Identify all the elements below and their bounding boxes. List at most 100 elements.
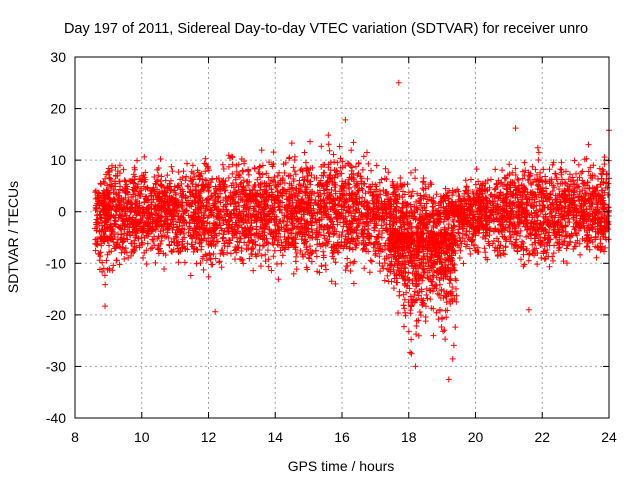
data-point [306, 243, 313, 250]
data-point [538, 197, 545, 204]
data-point [585, 141, 592, 148]
data-point [262, 251, 269, 258]
data-point [322, 262, 329, 269]
data-point [416, 309, 423, 316]
data-point [188, 168, 195, 175]
data-point [604, 191, 611, 198]
data-point [519, 175, 526, 182]
data-point [430, 332, 437, 339]
data-point [326, 147, 333, 154]
data-point [601, 154, 608, 161]
data-point [161, 265, 168, 272]
data-point [407, 169, 414, 176]
data-point [128, 240, 135, 247]
data-point [368, 167, 375, 174]
data-point [209, 175, 216, 182]
data-point [268, 267, 275, 274]
data-point [575, 161, 582, 168]
data-point [487, 176, 494, 183]
data-point [325, 141, 332, 148]
data-point [346, 244, 353, 251]
data-point [532, 166, 539, 173]
data-point [361, 265, 368, 272]
data-point [499, 167, 506, 174]
data-point [183, 173, 190, 180]
data-point [408, 350, 415, 357]
data-point [201, 160, 208, 167]
data-point [106, 175, 113, 182]
data-point [270, 253, 277, 260]
data-point [225, 174, 232, 181]
data-point [132, 234, 139, 241]
data-point [93, 241, 100, 248]
data-point [462, 177, 469, 184]
data-point [101, 272, 108, 279]
data-point [151, 173, 158, 180]
data-point [370, 244, 377, 251]
data-point [318, 143, 325, 150]
data-point [290, 164, 297, 171]
data-point [506, 161, 513, 168]
data-point [122, 245, 129, 252]
data-point [344, 160, 351, 167]
data-point [535, 156, 542, 163]
data-point [364, 175, 371, 182]
data-point [106, 242, 113, 249]
data-point [301, 149, 308, 156]
data-point [307, 138, 314, 145]
data-point [382, 165, 389, 172]
data-point [355, 160, 362, 167]
data-point [164, 172, 171, 179]
data-point [381, 277, 388, 284]
data-point [566, 219, 573, 226]
data-point [288, 140, 295, 147]
data-point [493, 235, 500, 242]
data-point [193, 260, 200, 267]
data-point [482, 249, 489, 256]
data-point [412, 167, 419, 174]
data-point [169, 227, 176, 234]
data-point [455, 217, 462, 224]
data-point [102, 281, 109, 288]
data-point [563, 260, 570, 267]
data-point [219, 161, 226, 168]
data-point [352, 163, 359, 170]
data-point [330, 151, 337, 158]
data-point [534, 213, 541, 220]
data-point [599, 171, 606, 178]
data-point [290, 178, 297, 185]
data-point [257, 263, 264, 270]
data-point [205, 188, 212, 195]
data-point [467, 250, 474, 257]
data-point [492, 185, 499, 192]
data-point [583, 243, 590, 250]
data-point [271, 174, 278, 181]
data-point [256, 242, 263, 249]
data-point [273, 260, 280, 267]
data-point [181, 259, 188, 266]
data-point [593, 254, 600, 261]
data-point [378, 234, 385, 241]
data-point [328, 278, 335, 285]
data-point [264, 247, 271, 254]
data-point [158, 173, 165, 180]
data-point [307, 178, 314, 185]
data-point [441, 327, 448, 334]
data-point [313, 253, 320, 260]
data-point [205, 273, 212, 280]
data-point [259, 180, 266, 187]
data-point [558, 159, 565, 166]
data-point [456, 254, 463, 261]
data-point [492, 166, 499, 173]
data-point [326, 233, 333, 240]
data-point [291, 153, 298, 160]
data-point [339, 229, 346, 236]
data-point [293, 266, 300, 273]
data-point [175, 169, 182, 176]
data-point [526, 251, 533, 258]
data-point [167, 177, 174, 184]
data-point [587, 164, 594, 171]
data-point [376, 260, 383, 267]
data-point [373, 162, 380, 169]
